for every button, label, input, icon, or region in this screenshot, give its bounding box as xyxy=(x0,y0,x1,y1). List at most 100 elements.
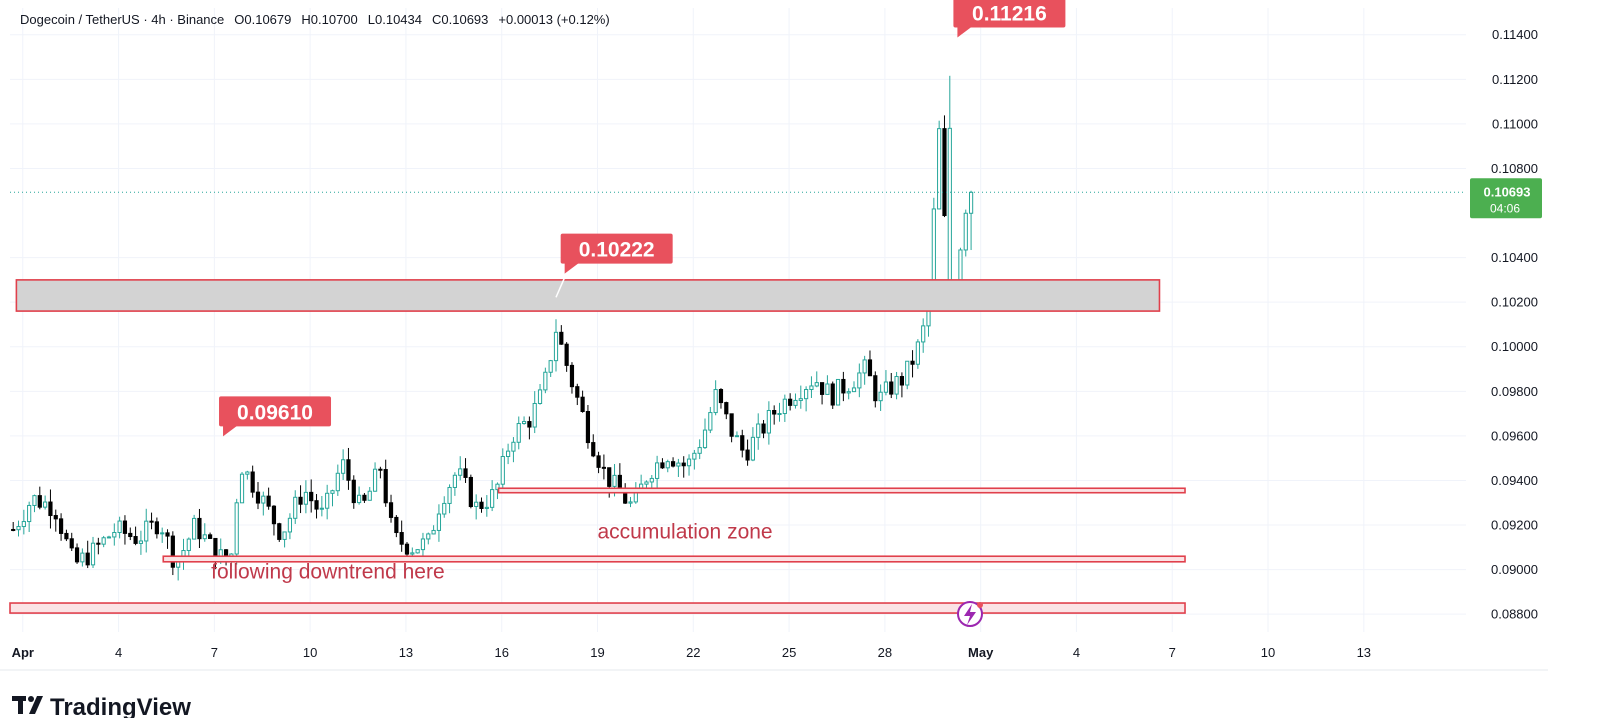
candle xyxy=(809,376,814,398)
x-axis-label: 13 xyxy=(399,645,413,660)
candle-body xyxy=(442,502,447,515)
candle-body xyxy=(761,423,766,434)
x-axis-label: 7 xyxy=(1169,645,1176,660)
candle xyxy=(655,455,660,492)
candle-body xyxy=(702,429,708,449)
candle xyxy=(686,454,692,476)
tradingview-logo[interactable]: TradingView xyxy=(10,690,250,718)
candle xyxy=(968,190,974,251)
x-axis-label: 28 xyxy=(878,645,892,660)
candle-body xyxy=(69,538,74,549)
candle xyxy=(383,459,388,507)
candle-body xyxy=(74,547,80,563)
candle-body xyxy=(154,521,159,535)
candle-body xyxy=(548,360,553,373)
candle xyxy=(239,471,245,504)
candle xyxy=(21,509,26,535)
candle xyxy=(160,527,165,543)
candle-body xyxy=(314,500,319,510)
candle xyxy=(484,495,489,517)
candle xyxy=(500,448,505,489)
candle xyxy=(857,363,862,398)
candle xyxy=(85,540,90,569)
candle xyxy=(117,516,122,539)
candle-body xyxy=(553,331,559,362)
candle xyxy=(649,475,654,489)
candle xyxy=(782,394,787,422)
candle-body xyxy=(750,436,755,461)
x-axis-label: 22 xyxy=(686,645,700,660)
candle-body xyxy=(394,516,399,534)
candle-body xyxy=(298,496,303,505)
candle xyxy=(825,375,830,395)
candle-body xyxy=(138,540,144,544)
candle xyxy=(697,439,702,460)
ohlc-change: +0.00013 (+0.12%) xyxy=(498,12,610,27)
candle-body xyxy=(261,495,266,504)
symbol-title[interactable]: Dogecoin / TetherUS · 4h · Binance xyxy=(20,12,225,27)
candle-body xyxy=(165,532,170,537)
candle xyxy=(788,393,793,411)
candle xyxy=(506,443,511,465)
candle-body xyxy=(585,410,591,444)
candle xyxy=(830,381,835,409)
candle xyxy=(718,388,724,409)
candle-body xyxy=(388,502,394,518)
x-axis-label: May xyxy=(968,645,994,660)
candle xyxy=(234,498,239,565)
candle xyxy=(197,508,202,549)
candle-body xyxy=(543,371,548,391)
candle-body xyxy=(511,441,516,452)
candle-body xyxy=(58,518,64,534)
candle-body xyxy=(101,537,106,545)
candle xyxy=(372,462,378,492)
candle xyxy=(910,350,915,378)
candle xyxy=(724,401,729,420)
candle-body xyxy=(202,534,207,540)
candle xyxy=(96,537,101,555)
candle xyxy=(74,543,80,564)
candle-body xyxy=(968,191,974,214)
candle xyxy=(878,384,883,411)
candle xyxy=(628,496,633,508)
candle-body xyxy=(862,359,867,374)
candle-body xyxy=(484,506,489,509)
candle-body xyxy=(883,381,889,393)
candle xyxy=(601,454,606,480)
candle xyxy=(202,523,207,542)
candle xyxy=(149,512,154,530)
candle-body xyxy=(399,532,404,545)
candle-body xyxy=(580,396,585,412)
candle-body xyxy=(713,389,718,414)
candle xyxy=(144,508,149,553)
candle xyxy=(867,350,873,377)
candle-body xyxy=(122,520,128,534)
candle-body xyxy=(819,382,825,395)
candle xyxy=(772,405,777,425)
candle xyxy=(793,393,798,409)
candle-body xyxy=(830,383,835,406)
candle xyxy=(11,521,16,532)
candle-body xyxy=(128,532,133,538)
lightning-icon[interactable] xyxy=(957,601,983,627)
candle xyxy=(287,513,293,540)
candle xyxy=(399,520,404,552)
candle xyxy=(862,355,867,385)
candle xyxy=(319,495,324,517)
candle xyxy=(511,437,516,463)
candle-body xyxy=(234,502,239,555)
candle-body xyxy=(942,128,947,217)
callout-box xyxy=(560,233,673,264)
candle xyxy=(346,447,351,490)
candle-body xyxy=(665,461,670,469)
candle-body xyxy=(841,378,846,394)
candle-body xyxy=(282,531,287,540)
callout-tail xyxy=(957,25,974,38)
symbol-header: Dogecoin / TetherUS · 4h · Binance O0.10… xyxy=(20,12,610,27)
candle xyxy=(245,470,250,480)
candle-body xyxy=(500,456,505,485)
candle-body xyxy=(846,391,851,394)
